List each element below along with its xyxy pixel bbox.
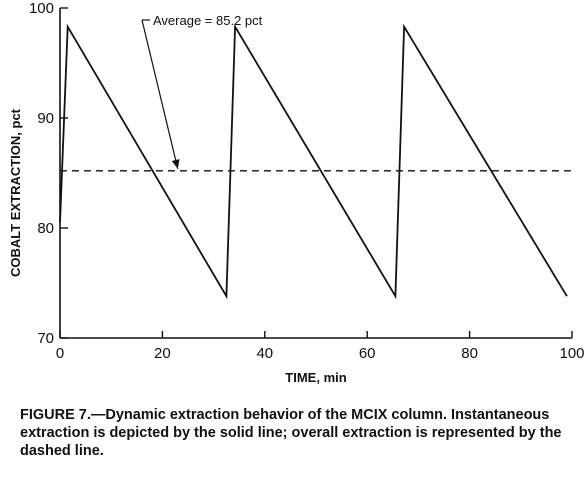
- y-tick-label: 100: [29, 0, 54, 17]
- y-axis-title: COBALT EXTRACTION, pct: [8, 108, 23, 277]
- instantaneous-extraction-line: [59, 23, 568, 300]
- chart: 0 20 40 60 80 100 70 80 90 100 Average = 85.2 pct…: [8, 0, 585, 385]
- series-group: [59, 23, 572, 300]
- x-tick-label: 60: [359, 345, 376, 362]
- x-tick-label: 100: [559, 345, 584, 362]
- annotation-group: Average = 85.2 pct: [141, 13, 263, 169]
- figure-caption: FIGURE 7.—Dynamic extraction behavior of…: [20, 407, 562, 459]
- x-tick-label: 40: [256, 345, 273, 362]
- x-tick-label: 0: [56, 345, 64, 362]
- x-tick-label: 20: [154, 345, 171, 362]
- annotation-text: Average = 85.2 pct: [153, 13, 263, 28]
- y-tick-label: 70: [37, 330, 54, 347]
- annotation-arrowhead: [171, 159, 180, 169]
- x-tick-label: 80: [461, 345, 478, 362]
- x-axis-title: TIME, min: [285, 370, 346, 385]
- y-tick-label: 80: [37, 220, 54, 237]
- axes: [59, 8, 572, 339]
- annotation-leader-line: [141, 19, 179, 169]
- y-tick-label: 90: [37, 110, 54, 127]
- ticks: 0 20 40 60 80 100 70 80 90 100: [29, 0, 585, 362]
